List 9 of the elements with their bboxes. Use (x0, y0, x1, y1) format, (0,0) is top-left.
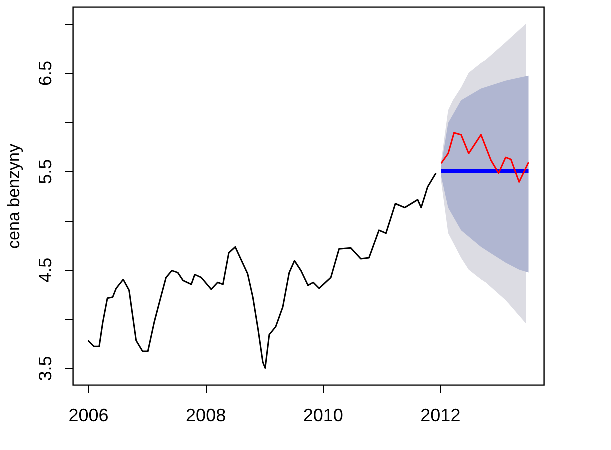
y-tick-label: 4.5 (36, 258, 56, 283)
y-tick-label: 6.5 (36, 60, 56, 86)
x-tick-label: 2008 (186, 406, 226, 426)
x-tick-label: 2006 (68, 406, 109, 426)
y-tick-label: 5.5 (36, 159, 56, 184)
x-tick-label: 2012 (420, 406, 461, 426)
y-tick-label: 3.5 (36, 356, 56, 382)
y-axis-title: cena benzyny (4, 144, 24, 249)
x-tick-label: 2010 (303, 406, 344, 426)
